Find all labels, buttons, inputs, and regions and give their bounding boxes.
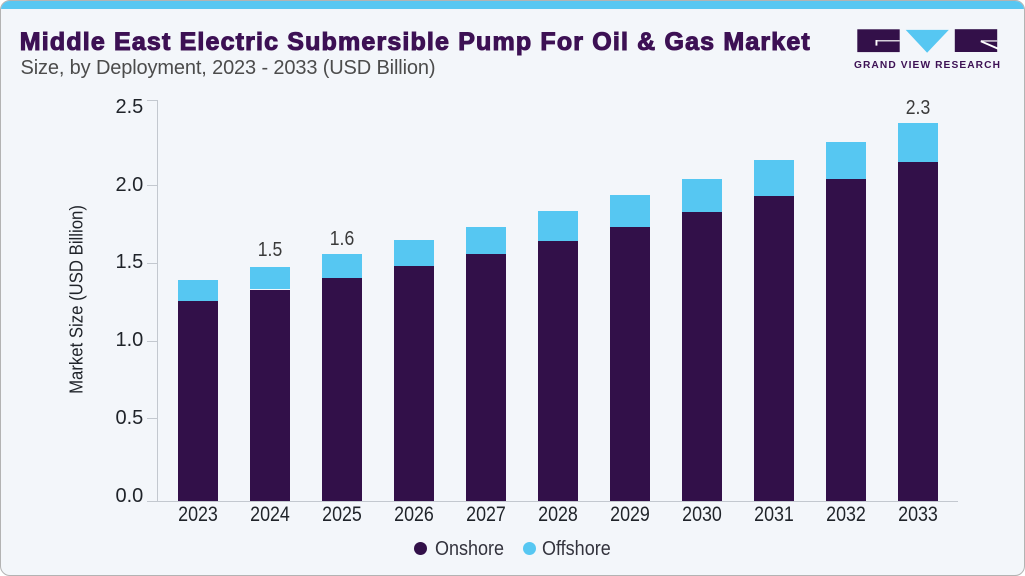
svg-text:GRAND VIEW RESEARCH: GRAND VIEW RESEARCH [853,60,1000,71]
